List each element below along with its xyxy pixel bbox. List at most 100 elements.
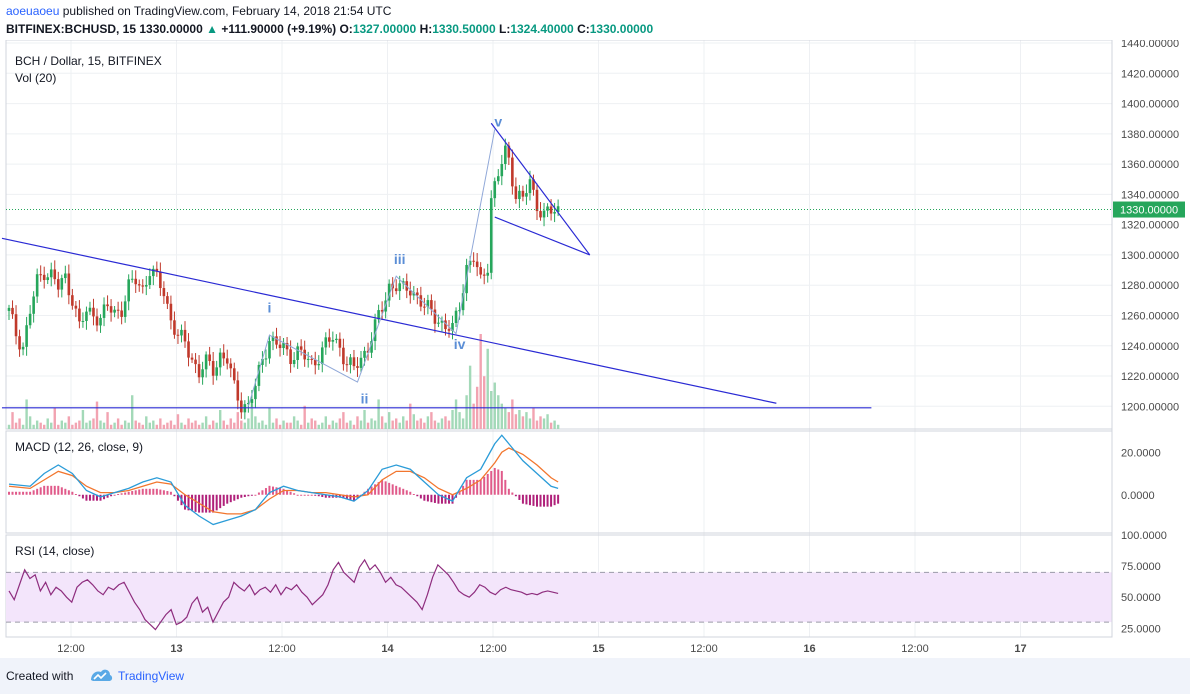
macd-histogram-bar (546, 494, 549, 507)
rsi-label: RSI (14, close) (15, 544, 94, 558)
candle-body (423, 306, 426, 308)
author-link[interactable]: aoeuaoeu (6, 4, 60, 18)
volume-bar (123, 420, 127, 429)
macd-histogram-bar (293, 493, 296, 495)
tradingview-link[interactable]: TradingView (118, 669, 185, 683)
volume-bar (74, 422, 78, 429)
volume-bar (236, 412, 239, 429)
macd-histogram-bar (169, 491, 172, 495)
last-price: 1330.00000 (139, 22, 203, 36)
macd-histogram-bar (184, 494, 186, 510)
volume-bar (109, 424, 113, 429)
macd-histogram-bar (25, 491, 28, 495)
candle-body (53, 269, 57, 280)
volume-bar (152, 420, 155, 429)
volume-bar (176, 414, 180, 429)
candle-body (412, 292, 416, 296)
candle-body (507, 145, 511, 158)
macd-histogram-bar (78, 494, 81, 497)
volume-bar (99, 420, 102, 429)
volume-bar (14, 422, 18, 429)
candle-body (444, 320, 447, 330)
time-tick-label: 13 (170, 643, 182, 655)
candle-body (447, 329, 451, 331)
macd-histogram-bar (486, 473, 489, 495)
volume-bar (169, 420, 173, 429)
volume-bar (43, 424, 46, 429)
volume-bar (289, 422, 292, 429)
volume-bar (310, 418, 313, 429)
macd-histogram-bar (247, 494, 250, 497)
candle-body (88, 307, 92, 312)
candle-body (419, 295, 423, 307)
candle-body (437, 322, 440, 324)
candle-body (394, 288, 398, 292)
publish-line: aoeuaoeu published on TradingView.com, F… (6, 4, 391, 18)
macd-histogram-bar (300, 494, 303, 496)
volume-bar (85, 422, 88, 429)
volume-bar (356, 416, 359, 429)
published-text: published on TradingView.com, February 1… (62, 4, 392, 18)
candle-body (35, 274, 39, 297)
macd-histogram-bar (205, 494, 208, 513)
volume-bar (307, 422, 310, 429)
candle-body (232, 368, 236, 381)
volume-bar (21, 424, 25, 429)
candle-body (454, 310, 458, 324)
volume-bar (423, 422, 426, 429)
candle-body (257, 364, 261, 386)
candle-body (335, 338, 338, 341)
low-label: L: (498, 22, 511, 36)
candle-body (317, 364, 321, 366)
volume-bar (134, 420, 137, 429)
volume-bar (366, 422, 370, 429)
macd-histogram-bar (511, 492, 514, 495)
volume-bar (525, 412, 528, 429)
macd-histogram-bar (131, 491, 134, 495)
macd-histogram-bar (423, 494, 426, 501)
volume-bar (268, 407, 271, 429)
macd-histogram-bar (29, 491, 32, 495)
volume-bar (67, 416, 71, 429)
volume-bar (409, 403, 412, 429)
chart-title: BCH / Dollar, 15, BITFINEX (15, 54, 162, 68)
volume-bar (416, 420, 419, 429)
macd-histogram-bar (212, 494, 215, 513)
candle-body (496, 176, 500, 182)
macd-histogram-bar (53, 485, 56, 495)
volume-bar (155, 424, 159, 429)
wave-label: iv (454, 336, 466, 352)
volume-bar (447, 420, 451, 429)
candle-body (324, 337, 328, 348)
footer-bar: Created with TradingView (0, 658, 1190, 694)
candle-body (85, 311, 88, 321)
volume-bar (359, 420, 363, 429)
time-tick-label: 15 (592, 643, 604, 655)
volume-bar (317, 424, 320, 429)
price-change: +111.90000 (+9.19%) (221, 22, 337, 36)
macd-histogram-bar (507, 488, 510, 495)
candle-body (299, 346, 303, 350)
macd-label: MACD (12, 26, close, 9) (15, 440, 143, 454)
volume-bar (324, 416, 327, 429)
macd-histogram-bar (458, 491, 461, 495)
candle-body (278, 344, 282, 349)
time-tick-label: 12:00 (690, 643, 718, 655)
candle-body (271, 336, 275, 342)
macd-histogram-bar (155, 488, 158, 495)
elliott-wave-path (247, 129, 496, 407)
candle-body (433, 309, 437, 324)
macd-histogram-bar (324, 494, 327, 498)
volume-bar (243, 422, 247, 429)
macd-histogram-bar (152, 488, 155, 495)
volume-bar (412, 414, 415, 429)
macd-histogram-bar (113, 494, 116, 496)
volume-bar (60, 420, 63, 429)
macd-histogram-bar (518, 494, 521, 500)
candle-body (275, 336, 278, 345)
volume-bar (405, 420, 408, 429)
macd-histogram-bar (536, 494, 538, 507)
candle-body (148, 276, 152, 285)
volume-bar (131, 395, 134, 429)
